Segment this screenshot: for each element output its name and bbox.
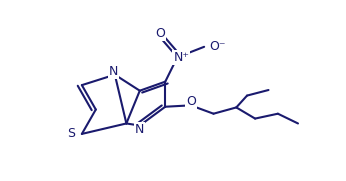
Text: S: S	[67, 127, 75, 140]
Text: O⁻: O⁻	[210, 40, 226, 53]
Text: O: O	[186, 95, 196, 108]
Text: N: N	[135, 123, 145, 136]
Text: N⁺: N⁺	[173, 51, 189, 64]
Text: N: N	[109, 65, 118, 78]
Text: O: O	[155, 27, 165, 40]
